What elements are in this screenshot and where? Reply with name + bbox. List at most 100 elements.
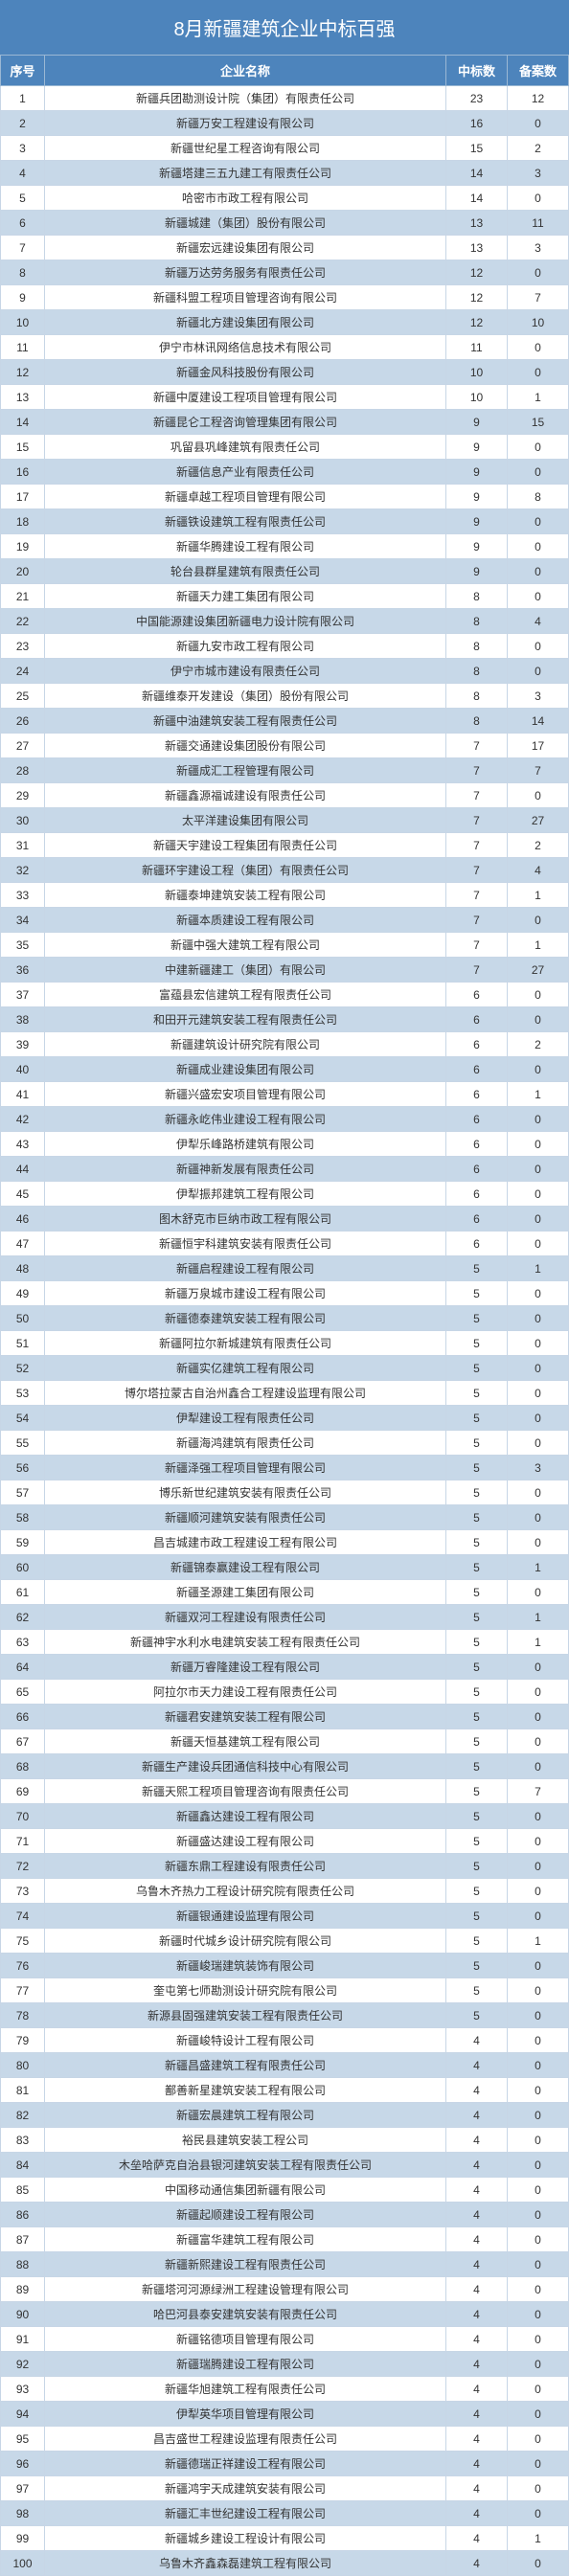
cell-seq: 9 [1, 285, 45, 310]
table-row: 92新疆瑞腾建设工程有限公司40 [1, 2352, 569, 2377]
cell-name: 新疆北方建设集团有限公司 [45, 310, 446, 335]
cell-seq: 60 [1, 1555, 45, 1580]
cell-bid: 9 [446, 509, 508, 534]
cell-bid: 5 [446, 1555, 508, 1580]
cell-seq: 61 [1, 1580, 45, 1605]
cell-name: 新疆万安工程建设有限公司 [45, 111, 446, 136]
cell-bid: 5 [446, 1754, 508, 1779]
cell-seq: 29 [1, 783, 45, 808]
cell-name: 乌鲁木齐热力工程设计研究院有限责任公司 [45, 1879, 446, 1904]
cell-name: 新疆万睿隆建设工程有限公司 [45, 1655, 446, 1680]
cell-seq: 15 [1, 435, 45, 460]
cell-seq: 48 [1, 1256, 45, 1281]
cell-file: 1 [508, 1630, 569, 1655]
cell-seq: 36 [1, 958, 45, 983]
cell-seq: 35 [1, 933, 45, 958]
cell-name: 新疆成汇工程管理有限公司 [45, 758, 446, 783]
cell-file: 1 [508, 1605, 569, 1630]
cell-name: 奎屯第七师勘测设计研究院有限公司 [45, 1978, 446, 2003]
cell-seq: 39 [1, 1032, 45, 1057]
table-row: 37富蕴县宏信建筑工程有限责任公司60 [1, 983, 569, 1007]
cell-file: 0 [508, 1057, 569, 1082]
cell-bid: 4 [446, 2277, 508, 2302]
table-row: 47新疆恒宇科建筑安装有限责任公司60 [1, 1232, 569, 1256]
cell-bid: 4 [446, 2352, 508, 2377]
cell-file: 0 [508, 1804, 569, 1829]
cell-file: 0 [508, 1754, 569, 1779]
cell-file: 7 [508, 1779, 569, 1804]
table-row: 34新疆本质建设工程有限公司70 [1, 908, 569, 933]
cell-file: 0 [508, 2078, 569, 2103]
cell-bid: 5 [446, 1306, 508, 1331]
cell-name: 新疆峻特设计工程有限公司 [45, 2028, 446, 2053]
table-row: 94伊犁英华项目管理有限公司40 [1, 2402, 569, 2427]
cell-seq: 72 [1, 1854, 45, 1879]
cell-file: 0 [508, 1680, 569, 1705]
cell-bid: 4 [446, 2501, 508, 2526]
cell-name: 新疆双河工程建设有限责任公司 [45, 1605, 446, 1630]
cell-bid: 6 [446, 1182, 508, 1207]
cell-bid: 7 [446, 833, 508, 858]
cell-file: 0 [508, 1954, 569, 1978]
cell-seq: 42 [1, 1107, 45, 1132]
table-row: 43伊犁乐峰路桥建筑有限公司60 [1, 1132, 569, 1157]
cell-bid: 4 [446, 2153, 508, 2178]
cell-seq: 85 [1, 2178, 45, 2203]
cell-file: 15 [508, 410, 569, 435]
cell-file: 0 [508, 584, 569, 609]
cell-name: 新疆中厦建设工程项目管理有限公司 [45, 385, 446, 410]
cell-bid: 12 [446, 310, 508, 335]
cell-bid: 6 [446, 1057, 508, 1082]
cell-file: 0 [508, 2128, 569, 2153]
table-row: 95昌吉盛世工程建设监理有限责任公司40 [1, 2427, 569, 2452]
cell-file: 0 [508, 2003, 569, 2028]
cell-file: 0 [508, 1306, 569, 1331]
cell-bid: 14 [446, 161, 508, 186]
table-row: 89新疆塔河河源绿洲工程建设管理有限公司40 [1, 2277, 569, 2302]
table-row: 19新疆华腾建设工程有限公司90 [1, 534, 569, 559]
cell-seq: 30 [1, 808, 45, 833]
cell-bid: 7 [446, 933, 508, 958]
cell-bid: 5 [446, 1705, 508, 1729]
cell-file: 0 [508, 908, 569, 933]
table-row: 5哈密市市政工程有限公司140 [1, 186, 569, 211]
table-row: 60新疆锦泰赢建设工程有限公司51 [1, 1555, 569, 1580]
cell-file: 0 [508, 260, 569, 285]
cell-file: 2 [508, 1032, 569, 1057]
cell-seq: 51 [1, 1331, 45, 1356]
cell-bid: 5 [446, 1829, 508, 1854]
table-row: 66新疆君安建筑安装工程有限公司50 [1, 1705, 569, 1729]
cell-name: 新疆瑞腾建设工程有限公司 [45, 2352, 446, 2377]
cell-file: 0 [508, 1879, 569, 1904]
cell-seq: 100 [1, 2551, 45, 2576]
cell-seq: 7 [1, 236, 45, 260]
cell-bid: 23 [446, 86, 508, 111]
cell-file: 27 [508, 958, 569, 983]
table-row: 86新疆起顺建设工程有限公司40 [1, 2203, 569, 2227]
cell-bid: 4 [446, 2203, 508, 2227]
cell-file: 0 [508, 1381, 569, 1406]
cell-name: 哈巴河县泰安建筑安装有限责任公司 [45, 2302, 446, 2327]
cell-bid: 6 [446, 1007, 508, 1032]
cell-name: 新疆峻瑞建筑装饰有限公司 [45, 1954, 446, 1978]
cell-bid: 16 [446, 111, 508, 136]
cell-file: 0 [508, 460, 569, 485]
table-row: 6新疆城建（集团）股份有限公司1311 [1, 211, 569, 236]
cell-name: 新疆海鸿建筑有限责任公司 [45, 1431, 446, 1456]
table-row: 21新疆天力建工集团有限公司80 [1, 584, 569, 609]
cell-seq: 66 [1, 1705, 45, 1729]
table-row: 52新疆实亿建筑工程有限公司50 [1, 1356, 569, 1381]
cell-name: 新疆天宇建设工程集团有限责任公司 [45, 833, 446, 858]
cell-bid: 9 [446, 534, 508, 559]
table-row: 77奎屯第七师勘测设计研究院有限公司50 [1, 1978, 569, 2003]
cell-file: 0 [508, 1480, 569, 1505]
cell-name: 新疆君安建筑安装工程有限公司 [45, 1705, 446, 1729]
cell-seq: 23 [1, 634, 45, 659]
cell-seq: 71 [1, 1829, 45, 1854]
cell-seq: 87 [1, 2227, 45, 2252]
table-row: 29新疆鑫源福诚建设有限责任公司70 [1, 783, 569, 808]
cell-file: 0 [508, 2227, 569, 2252]
cell-bid: 5 [446, 1879, 508, 1904]
table-row: 41新疆兴盛宏安项目管理有限公司61 [1, 1082, 569, 1107]
cell-seq: 68 [1, 1754, 45, 1779]
